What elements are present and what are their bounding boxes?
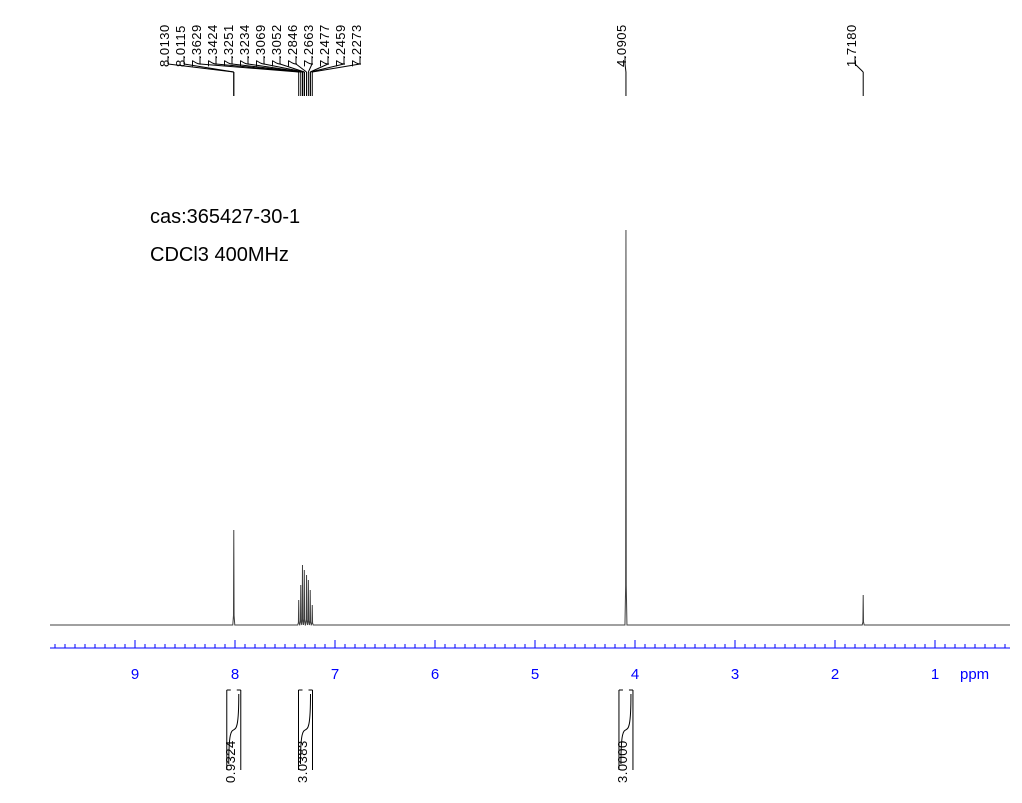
axis-tick-label: 1 <box>931 666 939 683</box>
peak-label: 7.2477 <box>317 24 332 67</box>
axis-tick-label: 8 <box>231 666 239 683</box>
peak-label: 7.2663 <box>301 24 316 67</box>
integral-value: 3.0000 <box>615 740 630 783</box>
axis-tick-label: 4 <box>631 666 639 683</box>
peak-label: 1.7180 <box>844 24 859 67</box>
axis-tick-label: 7 <box>331 666 339 683</box>
axis-tick-label: 5 <box>531 666 539 683</box>
peak-label: 7.3052 <box>269 24 284 67</box>
axis-tick-label: 2 <box>831 666 839 683</box>
peak-label: 7.2273 <box>349 24 364 67</box>
peak-label: 8.0115 <box>173 25 188 67</box>
peak-label: 7.3629 <box>189 24 204 67</box>
integral-value: 3.0383 <box>295 740 310 783</box>
spectrum-trace <box>50 230 1010 625</box>
peak-label: 7.3069 <box>253 24 268 67</box>
peak-label: 8.0130 <box>157 24 172 67</box>
peak-label: 4.0905 <box>614 24 629 67</box>
peak-label: 7.3424 <box>205 24 220 67</box>
peak-label: 7.2459 <box>333 24 348 67</box>
axis-unit-label: ppm <box>960 666 989 683</box>
peak-label: 7.2846 <box>285 24 300 67</box>
axis-tick-label: 9 <box>131 666 139 683</box>
peak-label: 7.3234 <box>237 24 252 67</box>
axis-tick-label: 6 <box>431 666 439 683</box>
nmr-spectrum-plot: cas:365427-30-1CDCl3 400MHz8.01308.01157… <box>0 0 1022 803</box>
spectrum-svg <box>0 0 1022 803</box>
peak-label: 7.3251 <box>221 24 236 67</box>
integral-value: 0.9324 <box>223 740 238 783</box>
axis-tick-label: 3 <box>731 666 739 683</box>
